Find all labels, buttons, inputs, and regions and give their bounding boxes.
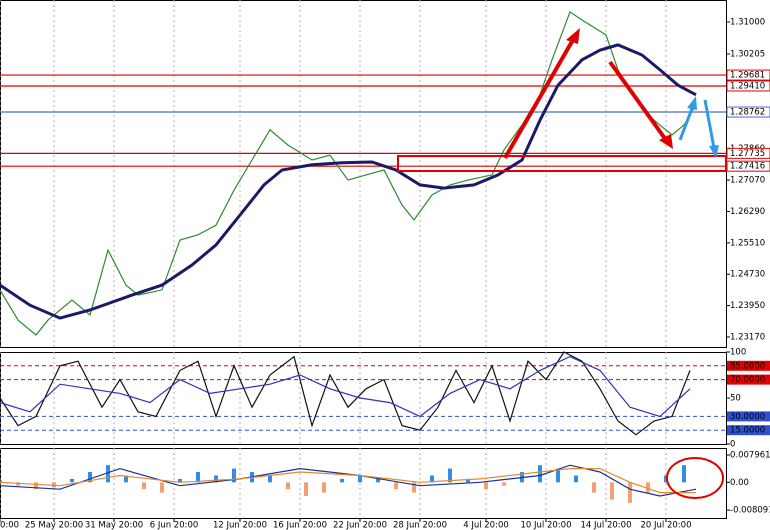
bar: [430, 475, 434, 483]
series-line: [0, 468, 696, 494]
y-tick-label: 1.23170: [730, 332, 765, 342]
bar: [340, 478, 344, 483]
bar: [538, 465, 542, 483]
y-tick-label: 85.0000: [730, 361, 765, 371]
bar: [214, 475, 218, 483]
y-tick-label: 1.25510: [730, 238, 765, 248]
series-line: [0, 355, 691, 418]
arrow-head: [659, 134, 673, 149]
level-label-box: [726, 147, 770, 159]
bar: [232, 468, 236, 483]
highlight-circle: [666, 457, 724, 499]
y-tick-label: 0.0079618: [730, 450, 770, 460]
bar: [448, 468, 452, 483]
bar: [304, 482, 308, 497]
y-tick-label: 30.0000: [730, 412, 765, 422]
arrow-head: [709, 145, 719, 158]
y-tick-label: -0.0080917: [730, 506, 770, 516]
bar: [466, 478, 470, 483]
bar: [556, 468, 560, 483]
bar: [322, 482, 326, 493]
series-line: [0, 351, 691, 436]
bar: [142, 482, 146, 490]
y-label-box: [727, 425, 770, 436]
panel-frame: [0, 0, 727, 348]
y-tick-label: 1.30205: [730, 49, 765, 59]
bar: [16, 482, 20, 486]
bar: [592, 482, 596, 493]
y-tick-label: 1.26290: [730, 207, 765, 217]
y-tick-label: 0: [730, 440, 735, 450]
arrow-head: [687, 96, 697, 110]
bar: [268, 475, 272, 483]
blue-arrow-down: [703, 99, 716, 149]
x-tick-label: 22 Jun 20:00: [333, 521, 387, 530]
x-tick-label: 25 May 20:00: [25, 521, 83, 530]
bar: [628, 482, 632, 503]
bar: [88, 472, 92, 483]
x-tick-label: 31 May 20:00: [85, 521, 143, 530]
y-tick-label: 15.0000: [730, 426, 765, 436]
bar: [124, 475, 128, 483]
annotations: [397, 28, 727, 499]
bar: [286, 482, 290, 490]
y-tick-label: 1.24730: [730, 270, 765, 280]
level-label-box: [726, 69, 770, 81]
x-tick-label: 28 Jun 20:00: [393, 521, 447, 530]
bar: [0, 480, 2, 483]
bar: [196, 472, 200, 483]
y-label-box: [727, 374, 770, 385]
bar: [178, 478, 182, 483]
x-tick-label: 10 Jul 20:00: [521, 521, 572, 530]
level-label: 1.29681: [730, 71, 765, 81]
x-tick-label: 14 Jul 20:00: [581, 521, 632, 530]
arrow-head: [566, 28, 580, 44]
y-tick-label: 1.27070: [730, 176, 765, 186]
y-label-box: [727, 411, 770, 422]
bar: [502, 482, 506, 486]
arrow-up: [503, 37, 576, 159]
bar: [412, 482, 416, 493]
bar: [394, 482, 398, 490]
y-tick-label: 50: [730, 394, 741, 404]
x-tick-label: 12 Jun 20:00: [213, 521, 267, 530]
x-tick-label: 16 Jun 20:00: [273, 521, 327, 530]
level-label: 1.28762: [730, 108, 765, 118]
bar: [70, 478, 74, 483]
series-line: [0, 10, 697, 336]
level-label-box: [726, 80, 770, 92]
y-tick-label: 1.31000: [730, 18, 765, 28]
bar: [106, 465, 110, 483]
y-tick-label: 70.0000: [730, 375, 765, 385]
level-label: 1.27416: [730, 162, 765, 172]
bar: [160, 482, 164, 493]
series-line: [0, 464, 697, 497]
y-tick-label: 0.00: [730, 478, 749, 488]
x-tick-label: 20 Jul 20:00: [641, 521, 692, 530]
bar: [682, 465, 686, 483]
series-line: [0, 43, 697, 320]
level-label: 1.29410: [730, 81, 765, 91]
bar: [484, 482, 488, 490]
bar: [358, 475, 362, 483]
y-tick-label: 1.23950: [730, 301, 765, 311]
level-label: 1.27735: [730, 149, 765, 159]
bar: [574, 475, 578, 483]
x-tick-label: 0:00: [0, 521, 19, 530]
level-label-box: [726, 106, 770, 118]
blue-arrow-up: [678, 105, 695, 141]
x-tick-label: 4 Jul 20:00: [463, 521, 509, 530]
y-tick-label: 100: [730, 348, 746, 358]
x-tick-label: 6 Jun 20:00: [150, 521, 199, 530]
bar: [646, 482, 650, 493]
bar: [610, 482, 614, 500]
bar: [376, 478, 380, 483]
bar: [664, 475, 668, 483]
zone-box: [397, 155, 727, 172]
y-label-box: [727, 360, 770, 371]
arrow-down: [608, 60, 668, 142]
bar: [34, 482, 38, 490]
